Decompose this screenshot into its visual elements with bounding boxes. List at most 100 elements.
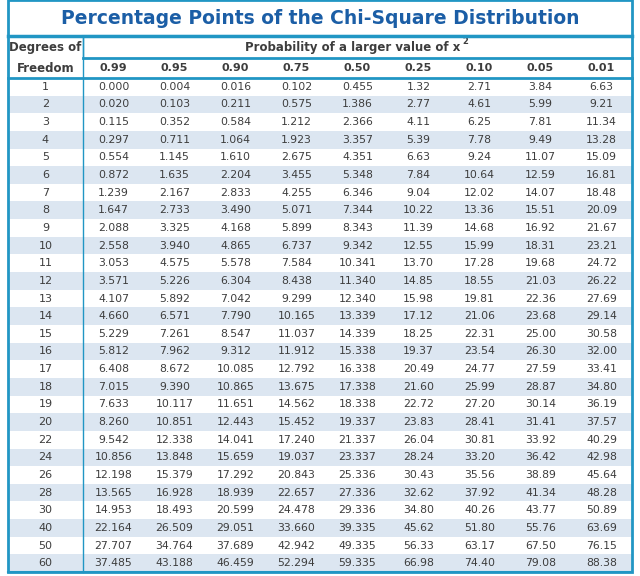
Text: 22.657: 22.657 xyxy=(278,488,316,498)
Text: 6.408: 6.408 xyxy=(98,364,129,374)
Text: 11.037: 11.037 xyxy=(278,329,316,339)
Text: 2.833: 2.833 xyxy=(220,188,251,198)
Text: 40: 40 xyxy=(38,523,52,533)
Text: 33.41: 33.41 xyxy=(586,364,617,374)
Text: 0.211: 0.211 xyxy=(220,100,251,109)
Text: 22.72: 22.72 xyxy=(403,399,434,410)
Text: 21.06: 21.06 xyxy=(464,311,495,321)
Bar xyxy=(8,466,632,484)
Text: 37.57: 37.57 xyxy=(586,417,617,427)
Text: 7.261: 7.261 xyxy=(159,329,190,339)
Text: 26.22: 26.22 xyxy=(586,276,617,286)
Text: 1.647: 1.647 xyxy=(98,205,129,215)
Text: 10.085: 10.085 xyxy=(216,364,255,374)
Text: 30.58: 30.58 xyxy=(586,329,617,339)
Bar xyxy=(8,36,83,58)
Bar xyxy=(8,58,83,78)
Text: 13.70: 13.70 xyxy=(403,258,434,268)
Text: 10.165: 10.165 xyxy=(278,311,316,321)
Text: 16.81: 16.81 xyxy=(586,170,617,180)
Text: 3.940: 3.940 xyxy=(159,241,190,251)
Text: 14.953: 14.953 xyxy=(95,505,132,516)
Bar xyxy=(8,131,632,149)
Text: 11.34: 11.34 xyxy=(586,117,617,127)
Text: 0.103: 0.103 xyxy=(159,100,190,109)
Text: 29.051: 29.051 xyxy=(216,523,255,533)
Text: 15.51: 15.51 xyxy=(525,205,556,215)
Text: 25.336: 25.336 xyxy=(339,470,376,480)
Text: 0.004: 0.004 xyxy=(159,82,190,92)
Text: 1.212: 1.212 xyxy=(281,117,312,127)
Text: 60: 60 xyxy=(38,558,52,568)
Text: 9.390: 9.390 xyxy=(159,382,190,392)
Bar xyxy=(8,166,632,184)
Text: 34.80: 34.80 xyxy=(586,382,617,392)
Text: 36.42: 36.42 xyxy=(525,452,556,463)
Text: 9.04: 9.04 xyxy=(406,188,431,198)
Text: 21.60: 21.60 xyxy=(403,382,434,392)
Text: 3: 3 xyxy=(42,117,49,127)
Text: 30.81: 30.81 xyxy=(464,435,495,445)
Text: 33.20: 33.20 xyxy=(464,452,495,463)
Text: 2.167: 2.167 xyxy=(159,188,190,198)
Text: 9: 9 xyxy=(42,223,49,233)
Text: 42.942: 42.942 xyxy=(278,540,316,551)
Text: 31.41: 31.41 xyxy=(525,417,556,427)
Text: 11.07: 11.07 xyxy=(525,153,556,162)
Text: Freedom: Freedom xyxy=(17,62,74,74)
Text: 16: 16 xyxy=(38,347,52,357)
Text: 59.335: 59.335 xyxy=(339,558,376,568)
Text: 0.05: 0.05 xyxy=(527,63,554,73)
Text: 43.188: 43.188 xyxy=(156,558,193,568)
Text: 9.24: 9.24 xyxy=(467,153,492,162)
Text: 20.49: 20.49 xyxy=(403,364,434,374)
Bar xyxy=(388,58,449,78)
Text: 18.48: 18.48 xyxy=(586,188,617,198)
Text: 43.77: 43.77 xyxy=(525,505,556,516)
Text: 29.336: 29.336 xyxy=(339,505,376,516)
Text: 0.95: 0.95 xyxy=(161,63,188,73)
Text: 0.575: 0.575 xyxy=(281,100,312,109)
Text: 14.07: 14.07 xyxy=(525,188,556,198)
Text: 0.75: 0.75 xyxy=(283,63,310,73)
Text: 13.339: 13.339 xyxy=(339,311,376,321)
Text: 79.08: 79.08 xyxy=(525,558,556,568)
Text: 2.204: 2.204 xyxy=(220,170,251,180)
Text: 26.509: 26.509 xyxy=(156,523,193,533)
Text: 3.455: 3.455 xyxy=(281,170,312,180)
Text: 13.36: 13.36 xyxy=(464,205,495,215)
Text: 12.02: 12.02 xyxy=(464,188,495,198)
Text: 15.99: 15.99 xyxy=(464,241,495,251)
Text: 1.610: 1.610 xyxy=(220,153,251,162)
Text: 26.30: 26.30 xyxy=(525,347,556,357)
Text: 0.554: 0.554 xyxy=(98,153,129,162)
Bar xyxy=(571,58,632,78)
Text: 3.357: 3.357 xyxy=(342,135,373,145)
Bar xyxy=(8,537,632,554)
Text: 8.260: 8.260 xyxy=(98,417,129,427)
Text: 34.764: 34.764 xyxy=(156,540,193,551)
Text: 9.21: 9.21 xyxy=(589,100,614,109)
Text: 22.36: 22.36 xyxy=(525,294,556,304)
Text: 6: 6 xyxy=(42,170,49,180)
Text: 12.443: 12.443 xyxy=(216,417,254,427)
Text: 34.80: 34.80 xyxy=(403,505,434,516)
Text: 32.00: 32.00 xyxy=(586,347,617,357)
Text: 8.343: 8.343 xyxy=(342,223,373,233)
Text: 8.438: 8.438 xyxy=(281,276,312,286)
Text: 20: 20 xyxy=(38,417,52,427)
Text: 7.81: 7.81 xyxy=(529,117,552,127)
Text: 19.81: 19.81 xyxy=(464,294,495,304)
Text: 5.578: 5.578 xyxy=(220,258,251,268)
Text: 30.43: 30.43 xyxy=(403,470,434,480)
Text: 33.660: 33.660 xyxy=(278,523,316,533)
Text: 63.17: 63.17 xyxy=(464,540,495,551)
Text: 5.071: 5.071 xyxy=(281,205,312,215)
Text: 45.64: 45.64 xyxy=(586,470,617,480)
Text: 19: 19 xyxy=(38,399,52,410)
Bar xyxy=(8,255,632,272)
Text: 0.50: 0.50 xyxy=(344,63,371,73)
Text: 41.34: 41.34 xyxy=(525,488,556,498)
Text: 15.98: 15.98 xyxy=(403,294,434,304)
Text: 28: 28 xyxy=(38,488,52,498)
